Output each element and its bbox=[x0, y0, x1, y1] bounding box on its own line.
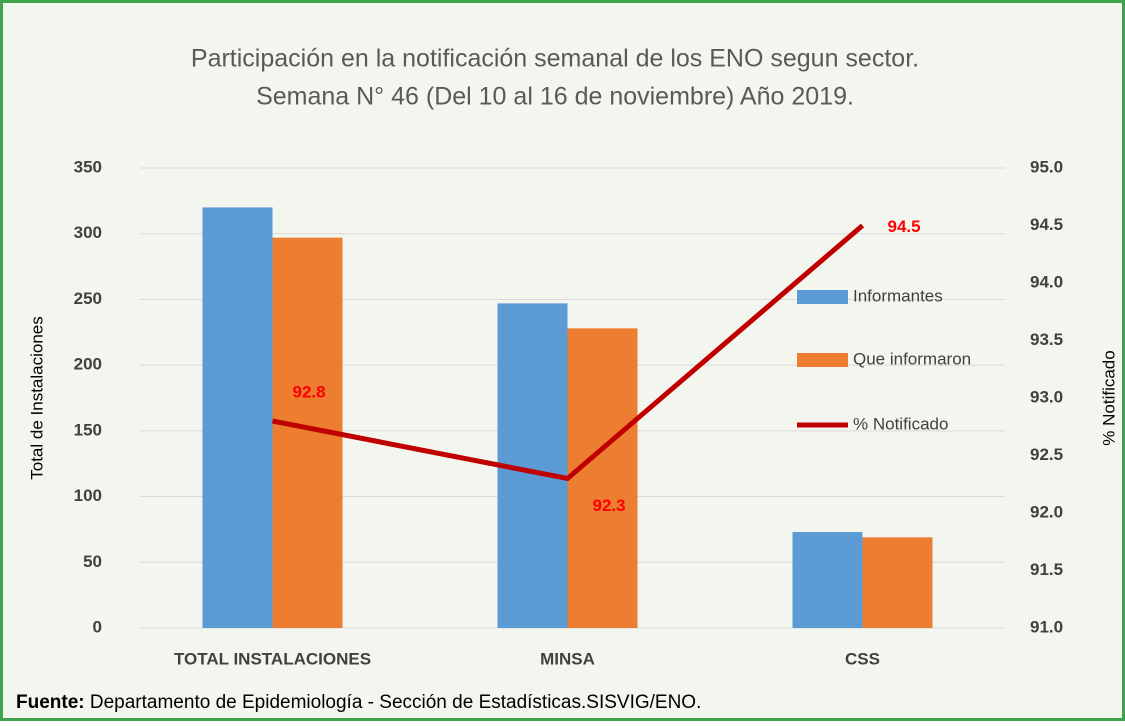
bar bbox=[202, 207, 273, 628]
line-series bbox=[272, 223, 865, 482]
y2-tick-label: 93.0 bbox=[1030, 387, 1063, 406]
footer-text: Departamento de Epidemiología - Sección … bbox=[85, 692, 702, 713]
x-tick-label: CSS bbox=[845, 649, 880, 668]
y-tick-label: 100 bbox=[74, 486, 102, 505]
x-tick-label: MINSA bbox=[540, 649, 595, 668]
y-tick-label: 0 bbox=[93, 617, 102, 636]
y-tick-label: 150 bbox=[74, 420, 102, 439]
legend-swatch bbox=[797, 353, 848, 367]
x-tick-label: TOTAL INSTALACIONES bbox=[174, 649, 371, 668]
y-tick-label: 250 bbox=[74, 289, 102, 308]
legend-label: Que informaron bbox=[853, 349, 971, 368]
y2-axis-title: % Notificado bbox=[1099, 350, 1118, 445]
bar bbox=[862, 537, 933, 628]
legend-label: Informantes bbox=[853, 286, 943, 305]
chart-subtitle: Semana N° 46 (Del 10 al 16 de noviembre)… bbox=[256, 83, 854, 111]
y-tick-label: 50 bbox=[83, 552, 102, 571]
y2-tick-label: 91.5 bbox=[1030, 560, 1063, 579]
chart-title: Participación en la notificación semanal… bbox=[191, 45, 919, 73]
bar bbox=[567, 328, 638, 628]
legend-label: % Notificado bbox=[853, 414, 948, 433]
y2-tick-label: 94.5 bbox=[1030, 215, 1063, 234]
footer: Fuente: Departamento de Epidemiología - … bbox=[16, 692, 701, 713]
y2-tick-label: 93.5 bbox=[1030, 330, 1063, 349]
y2-tick-label: 92.5 bbox=[1030, 445, 1063, 464]
y2-tick-label: 91.0 bbox=[1030, 617, 1063, 636]
data-label: 92.3 bbox=[593, 496, 626, 515]
y-tick-label: 350 bbox=[74, 157, 102, 176]
y-tick-label: 200 bbox=[74, 355, 102, 374]
data-label: 92.8 bbox=[293, 382, 326, 401]
y-axis-title: Total de Instalaciones bbox=[27, 316, 46, 480]
y2-tick-label: 95.0 bbox=[1030, 157, 1063, 176]
y2-tick-label: 94.0 bbox=[1030, 272, 1063, 291]
legend-swatch bbox=[797, 290, 848, 304]
footer-label: Fuente: bbox=[16, 692, 85, 713]
data-label: 94.5 bbox=[888, 217, 921, 236]
bar bbox=[792, 532, 863, 628]
y-tick-label: 300 bbox=[74, 223, 102, 242]
y2-tick-label: 92.0 bbox=[1030, 502, 1063, 521]
